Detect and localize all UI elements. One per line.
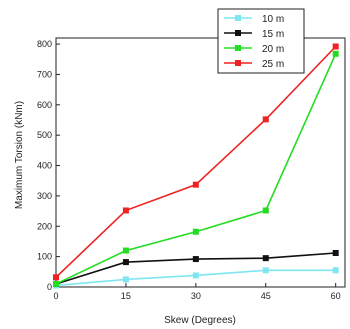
data-point	[262, 255, 269, 262]
data-point	[192, 181, 199, 188]
y-tick-label: 800	[37, 39, 52, 49]
x-tick-label: 45	[261, 291, 271, 301]
data-point	[192, 256, 199, 263]
data-point	[53, 280, 59, 287]
data-point	[332, 267, 339, 274]
y-tick-label: 0	[47, 282, 52, 292]
data-point	[262, 267, 269, 274]
x-tick-label: 15	[121, 291, 131, 301]
y-axis-title: Maximum Torsion (kNm)	[14, 101, 25, 209]
legend-swatch-marker	[235, 45, 241, 51]
data-point	[122, 207, 129, 214]
data-point	[332, 50, 339, 57]
y-tick-label: 100	[37, 252, 52, 262]
data-point	[192, 272, 199, 279]
x-tick-label: 30	[191, 291, 201, 301]
y-tick-label: 600	[37, 100, 52, 110]
data-point	[122, 276, 129, 283]
data-point	[262, 207, 269, 214]
legend-swatch-marker	[235, 30, 241, 36]
data-point	[192, 228, 199, 235]
y-tick-label: 200	[37, 221, 52, 231]
y-tick-label: 400	[37, 161, 52, 171]
y-tick-label: 500	[37, 130, 52, 140]
data-point	[122, 259, 129, 266]
y-tick-label: 300	[37, 191, 52, 201]
legend-swatch-marker	[235, 15, 241, 21]
x-axis-title: Skew (Degrees)	[164, 315, 236, 326]
x-tick-label: 60	[331, 291, 341, 301]
data-point	[332, 43, 339, 50]
data-point	[122, 247, 129, 254]
legend-swatch-marker	[235, 60, 241, 66]
x-tick-label: 0	[53, 291, 58, 301]
legend-label: 20 m	[262, 44, 284, 55]
plot-frame	[55, 37, 346, 288]
legend-label: 10 m	[262, 14, 284, 25]
data-point	[53, 274, 59, 281]
legend-label: 15 m	[262, 29, 284, 40]
data-point	[262, 116, 269, 123]
data-point	[332, 249, 339, 256]
legend-label: 25 m	[262, 59, 284, 70]
y-tick-label: 700	[37, 69, 52, 79]
legend: 10 m 15 m 20 m 25 m	[217, 8, 305, 74]
